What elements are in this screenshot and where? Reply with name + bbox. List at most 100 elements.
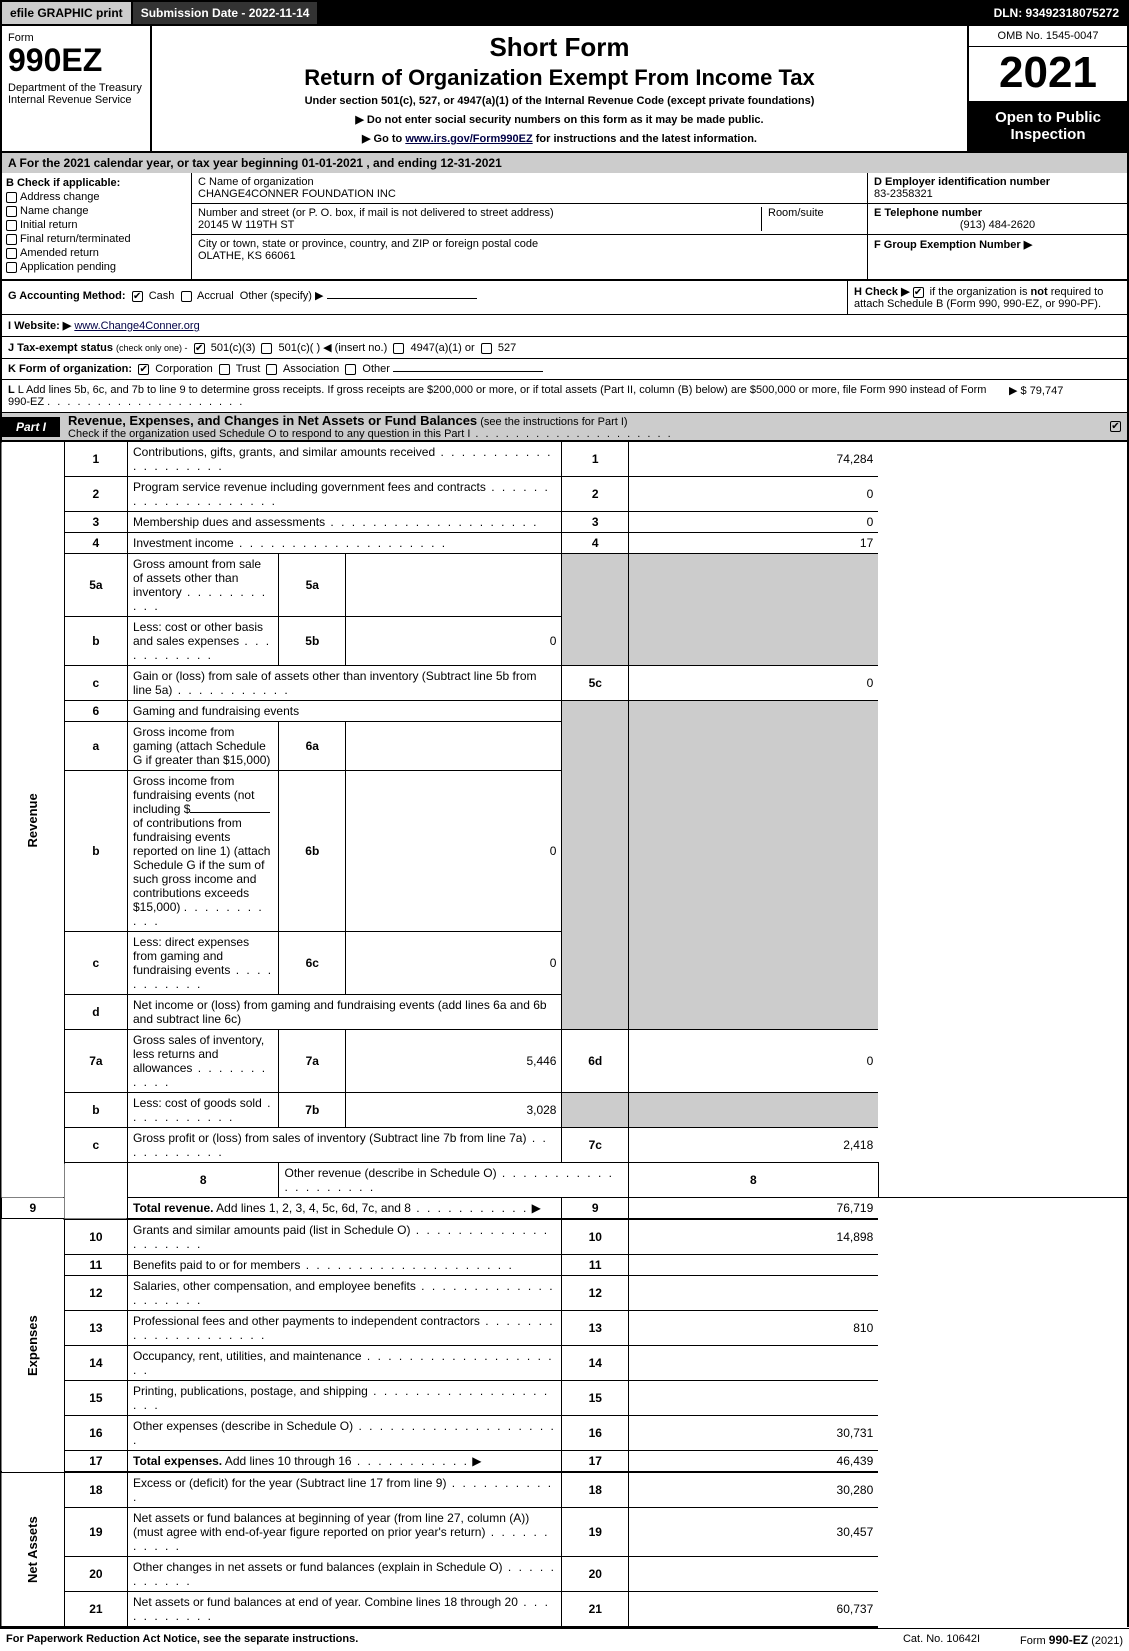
street-value: 20145 W 119TH ST xyxy=(198,219,294,231)
line-15-val xyxy=(629,1381,879,1416)
line-15-num: 15 xyxy=(64,1381,127,1416)
line-20-desc: Other changes in net assets or fund bala… xyxy=(133,1560,556,1588)
line-6-num: 6 xyxy=(64,701,127,722)
note2-pre: ▶ Go to xyxy=(362,133,405,145)
line-7b-mini: 7b xyxy=(279,1093,346,1128)
header-center: Short Form Return of Organization Exempt… xyxy=(152,26,967,151)
line-13-val: 810 xyxy=(629,1311,879,1346)
k-label: K Form of organization: xyxy=(8,363,132,375)
efile-print-label[interactable]: efile GRAPHIC print xyxy=(2,2,131,24)
line-5a-minival xyxy=(346,554,562,617)
line-10-val: 14,898 xyxy=(629,1219,879,1255)
line-19-num: 19 xyxy=(64,1508,127,1557)
section-a: A For the 2021 calendar year, or tax yea… xyxy=(0,153,1129,173)
line-7c-box: 7c xyxy=(562,1128,629,1163)
ein-label: D Employer identification number xyxy=(874,176,1121,188)
line-7c-desc: Gross profit or (loss) from sales of inv… xyxy=(133,1131,548,1159)
chk-schedule-o[interactable] xyxy=(1110,421,1121,432)
line-16-val: 30,731 xyxy=(629,1416,879,1451)
chk-501c[interactable] xyxy=(261,343,272,354)
chk-association[interactable] xyxy=(266,364,277,375)
chk-cash[interactable] xyxy=(132,291,143,302)
line-6c-minival: 0 xyxy=(346,932,562,995)
line-1-desc: Contributions, gifts, grants, and simila… xyxy=(133,445,553,473)
chk-initial-return[interactable]: Initial return xyxy=(6,219,187,231)
line-5a-desc: Gross amount from sale of assets other t… xyxy=(133,557,267,613)
line-12-val xyxy=(629,1276,879,1311)
row-gh: G Accounting Method: Cash Accrual Other … xyxy=(0,281,1129,315)
chk-4947[interactable] xyxy=(393,343,404,354)
line-13-box: 13 xyxy=(562,1311,629,1346)
ein-value: 83-2358321 xyxy=(874,188,1121,200)
form-number: 990EZ xyxy=(8,44,144,76)
line-5a-num: 5a xyxy=(64,554,127,617)
chk-final-return[interactable]: Final return/terminated xyxy=(6,233,187,245)
line-10-num: 10 xyxy=(64,1219,127,1255)
chk-corporation[interactable] xyxy=(138,364,149,375)
chk-527[interactable] xyxy=(481,343,492,354)
line-17-val: 46,439 xyxy=(629,1451,879,1473)
j-o3: 4947(a)(1) or xyxy=(410,342,474,354)
line-3-val: 0 xyxy=(629,512,879,533)
chk-address-change[interactable]: Address change xyxy=(6,191,187,203)
line-14-val xyxy=(629,1346,879,1381)
chk-accrual[interactable] xyxy=(181,291,192,302)
line-7a-minival: 5,446 xyxy=(346,1030,562,1093)
line-19-val: 30,457 xyxy=(629,1508,879,1557)
irs-link[interactable]: www.irs.gov/Form990EZ xyxy=(405,133,532,145)
h-mid: if the organization is xyxy=(930,286,1031,298)
line-10-desc: Grants and similar amounts paid (list in… xyxy=(133,1223,549,1251)
line-14-box: 14 xyxy=(562,1346,629,1381)
line-18-desc: Excess or (deficit) for the year (Subtra… xyxy=(133,1476,553,1504)
line-1-num: 1 xyxy=(64,442,127,477)
section-k: K Form of organization: Corporation Trus… xyxy=(0,359,1129,380)
line-14-num: 14 xyxy=(64,1346,127,1381)
line-21-box: 21 xyxy=(562,1592,629,1628)
line-8-desc: Other revenue (describe in Schedule O) xyxy=(284,1166,613,1194)
chk-amended-return[interactable]: Amended return xyxy=(6,247,187,259)
submission-date: Submission Date - 2022-11-14 xyxy=(131,2,318,24)
org-name: CHANGE4CONNER FOUNDATION INC xyxy=(198,188,396,200)
note2-post: for instructions and the latest informat… xyxy=(533,133,757,145)
line-21-num: 21 xyxy=(64,1592,127,1628)
form-note-2: ▶ Go to www.irs.gov/Form990EZ for instru… xyxy=(158,132,961,145)
line-12-num: 12 xyxy=(64,1276,127,1311)
line-11-val xyxy=(629,1255,879,1276)
section-i: I Website: ▶ www.Change4Conner.org xyxy=(0,315,1129,337)
line-4-box: 4 xyxy=(562,533,629,554)
section-c: C Name of organization CHANGE4CONNER FOU… xyxy=(192,173,867,279)
line-6b-mini: 6b xyxy=(279,771,346,932)
j-o2: 501(c)( ) ◀ (insert no.) xyxy=(279,342,388,354)
short-form-title: Short Form xyxy=(158,32,961,63)
other-label: Other (specify) ▶ xyxy=(240,290,324,302)
line-20-num: 20 xyxy=(64,1557,127,1592)
line-9-num: 9 xyxy=(1,1198,64,1220)
footer-right: Form 990-EZ (2021) xyxy=(1020,1633,1123,1647)
line-5b-desc: Less: cost or other basis and sales expe… xyxy=(133,620,271,662)
line-18-num: 18 xyxy=(64,1472,127,1508)
section-l: L L Add lines 5b, 6c, and 7b to line 9 t… xyxy=(0,380,1129,413)
chk-not-required[interactable] xyxy=(913,287,924,298)
chk-trust[interactable] xyxy=(219,364,230,375)
line-6d-num: d xyxy=(64,995,127,1030)
header-right: OMB No. 1545-0047 2021 Open to Public In… xyxy=(967,26,1127,151)
line-7a-num: 7a xyxy=(64,1030,127,1093)
line-3-box: 3 xyxy=(562,512,629,533)
line-20-box: 20 xyxy=(562,1557,629,1592)
line-5c-desc: Gain or (loss) from sale of assets other… xyxy=(133,669,537,697)
chk-501c3[interactable] xyxy=(194,343,205,354)
city-label: City or town, state or province, country… xyxy=(198,238,861,250)
chk-name-change[interactable]: Name change xyxy=(6,205,187,217)
phone-value: (913) 484-2620 xyxy=(874,219,1121,231)
cash-label: Cash xyxy=(149,290,175,302)
footer-center: Cat. No. 10642I xyxy=(903,1633,980,1647)
chk-application-pending[interactable]: Application pending xyxy=(6,261,187,273)
line-6b-num: b xyxy=(64,771,127,932)
line-2-num: 2 xyxy=(64,477,127,512)
website-link[interactable]: www.Change4Conner.org xyxy=(74,320,199,332)
line-5c-val: 0 xyxy=(629,666,879,701)
line-7b-minival: 3,028 xyxy=(346,1093,562,1128)
chk-other-org[interactable] xyxy=(345,364,356,375)
line-18-box: 18 xyxy=(562,1472,629,1508)
lines-table: Revenue 1 Contributions, gifts, grants, … xyxy=(0,442,1129,1628)
